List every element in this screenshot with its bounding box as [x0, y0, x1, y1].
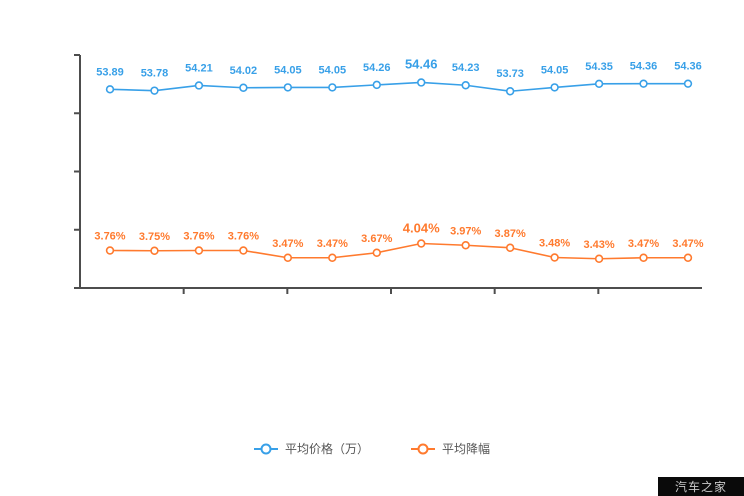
legend-marker-orange-icon [411, 443, 435, 455]
data-label: 3.76% [183, 231, 214, 243]
data-label: 54.05 [274, 64, 302, 76]
data-label: 53.89 [96, 66, 124, 78]
data-point[interactable] [594, 79, 604, 89]
data-label: 3.76% [94, 231, 125, 243]
data-label: 54.46 [405, 56, 438, 71]
data-label: 3.75% [139, 231, 170, 243]
data-label: 53.78 [141, 68, 169, 80]
data-label: 54.26 [363, 62, 391, 74]
legend-label-avg-price: 平均价格（万） [284, 442, 369, 456]
data-label: 3.97% [450, 225, 481, 237]
data-point[interactable] [639, 253, 648, 262]
data-label: 3.47% [317, 238, 348, 250]
data-point[interactable] [283, 253, 293, 262]
data-label: 54.05 [319, 64, 347, 76]
data-point[interactable] [505, 243, 515, 252]
legend-item-avg-price[interactable]: 平均价格（万） [253, 442, 369, 456]
watermark-text: 汽车之家 [674, 479, 727, 494]
data-point[interactable] [372, 80, 381, 90]
data-point[interactable] [328, 83, 337, 92]
data-point[interactable] [550, 253, 559, 262]
watermark-badge: 汽车之家 [658, 477, 744, 496]
data-label: 54.36 [674, 61, 702, 73]
data-point[interactable] [683, 253, 693, 262]
data-label: 3.48% [539, 238, 570, 250]
data-point[interactable] [194, 246, 204, 255]
data-point[interactable] [550, 83, 559, 92]
data-label: 3.43% [583, 239, 614, 251]
chart-legend: 平均价格（万） 平均降幅 [0, 443, 744, 455]
legend-item-avg-discount[interactable]: 平均降幅 [411, 443, 490, 455]
data-point[interactable] [105, 246, 115, 255]
data-point[interactable] [150, 86, 159, 95]
data-point[interactable] [505, 87, 515, 96]
data-point[interactable] [594, 254, 604, 263]
data-label: 54.23 [452, 62, 480, 74]
data-label: 54.35 [585, 61, 613, 73]
data-point[interactable] [417, 239, 426, 248]
data-label: 54.21 [185, 62, 213, 74]
data-point[interactable] [328, 253, 337, 262]
data-point[interactable] [105, 85, 115, 94]
data-label: 3.67% [361, 233, 392, 245]
data-point[interactable] [150, 246, 159, 255]
legend-label-avg-discount: 平均降幅 [442, 442, 491, 456]
data-label: 3.87% [495, 228, 526, 240]
data-point[interactable] [194, 81, 204, 90]
data-point[interactable] [683, 79, 693, 88]
data-label: 3.47% [272, 238, 303, 250]
data-point[interactable] [283, 83, 293, 92]
data-label: 54.02 [230, 65, 258, 77]
data-point[interactable] [417, 78, 426, 87]
data-point[interactable] [639, 79, 648, 88]
data-label: 3.47% [672, 238, 703, 250]
data-point[interactable] [239, 83, 248, 92]
data-label: 53.73 [496, 68, 524, 80]
data-point[interactable] [461, 241, 470, 250]
data-label: 3.76% [228, 231, 259, 243]
data-point[interactable] [239, 246, 248, 255]
data-label: 3.47% [628, 238, 659, 250]
legend-marker-blue-icon [253, 443, 278, 455]
data-label: 54.05 [541, 64, 569, 76]
data-point[interactable] [372, 248, 381, 257]
data-label: 4.04% [403, 221, 440, 236]
data-point[interactable] [461, 81, 470, 90]
data-label: 54.36 [630, 61, 658, 73]
